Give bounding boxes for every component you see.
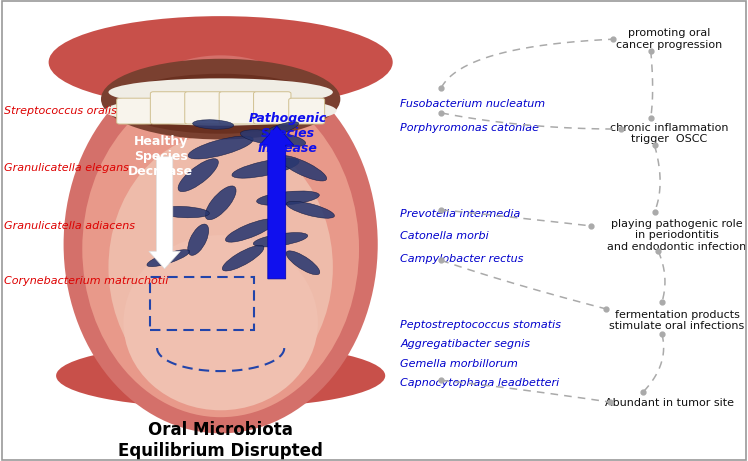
Ellipse shape <box>178 159 218 192</box>
Ellipse shape <box>188 224 209 255</box>
Ellipse shape <box>222 245 264 271</box>
Text: Oral Microbiota
Equilibrium Disrupted: Oral Microbiota Equilibrium Disrupted <box>118 421 323 460</box>
Text: Catonella morbi: Catonella morbi <box>400 231 489 242</box>
Ellipse shape <box>232 158 299 178</box>
FancyBboxPatch shape <box>185 92 222 124</box>
Text: Campylobacter rectus: Campylobacter rectus <box>400 254 524 264</box>
Text: fermentation products
stimulate oral infections: fermentation products stimulate oral inf… <box>610 310 744 331</box>
Text: Granulicatella adiacens: Granulicatella adiacens <box>4 221 135 231</box>
Ellipse shape <box>147 250 190 266</box>
FancyBboxPatch shape <box>254 92 291 124</box>
FancyBboxPatch shape <box>289 98 325 124</box>
Text: chronic inflammation
trigger  OSCC: chronic inflammation trigger OSCC <box>610 123 729 144</box>
Ellipse shape <box>64 55 378 433</box>
Ellipse shape <box>205 186 236 220</box>
Text: Streptococcus oralis: Streptococcus oralis <box>4 106 117 116</box>
Text: Gemella morbillorum: Gemella morbillorum <box>400 359 518 369</box>
Ellipse shape <box>123 235 318 410</box>
FancyBboxPatch shape <box>219 92 257 124</box>
Ellipse shape <box>101 59 340 140</box>
FancyArrow shape <box>260 126 294 279</box>
Text: Prevotella intermedia: Prevotella intermedia <box>400 209 521 219</box>
Text: Corynebacterium matruchotii: Corynebacterium matruchotii <box>4 276 168 286</box>
Ellipse shape <box>225 219 276 242</box>
Ellipse shape <box>105 95 337 125</box>
Text: promoting oral
cancer progression: promoting oral cancer progression <box>616 29 723 50</box>
Ellipse shape <box>279 155 327 181</box>
FancyBboxPatch shape <box>117 98 153 124</box>
Text: Fusobacterium nucleatum: Fusobacterium nucleatum <box>400 99 545 109</box>
Text: Pathogenic
Species
Increase: Pathogenic Species Increase <box>249 112 327 155</box>
Ellipse shape <box>240 130 306 147</box>
Ellipse shape <box>254 233 307 247</box>
Text: Healthy
Species
Decrease: Healthy Species Decrease <box>128 135 194 178</box>
Text: Peptostreptococcus stomatis: Peptostreptococcus stomatis <box>400 320 561 330</box>
Text: Aggregatibacter segnis: Aggregatibacter segnis <box>400 339 530 349</box>
Ellipse shape <box>193 120 233 129</box>
Ellipse shape <box>257 191 319 206</box>
Ellipse shape <box>116 74 325 134</box>
Text: playing pathogenic role
in periodontitis
and endodontic infection: playing pathogenic role in periodontitis… <box>607 219 747 252</box>
Text: Granulicatella elegans: Granulicatella elegans <box>4 163 129 173</box>
Ellipse shape <box>82 81 359 417</box>
Ellipse shape <box>157 207 209 218</box>
FancyArrow shape <box>149 157 180 269</box>
Ellipse shape <box>188 136 254 159</box>
Ellipse shape <box>263 122 298 136</box>
Ellipse shape <box>56 343 385 408</box>
Ellipse shape <box>286 251 320 275</box>
Ellipse shape <box>286 201 334 218</box>
Ellipse shape <box>108 134 333 401</box>
FancyBboxPatch shape <box>150 92 188 124</box>
Text: Capnocytophaga leadbetteri: Capnocytophaga leadbetteri <box>400 378 560 388</box>
Text: Porphyromonas catoniae: Porphyromonas catoniae <box>400 123 539 133</box>
Text: Abundant in tumor site: Abundant in tumor site <box>605 398 734 408</box>
Ellipse shape <box>49 16 393 108</box>
Ellipse shape <box>108 78 333 106</box>
